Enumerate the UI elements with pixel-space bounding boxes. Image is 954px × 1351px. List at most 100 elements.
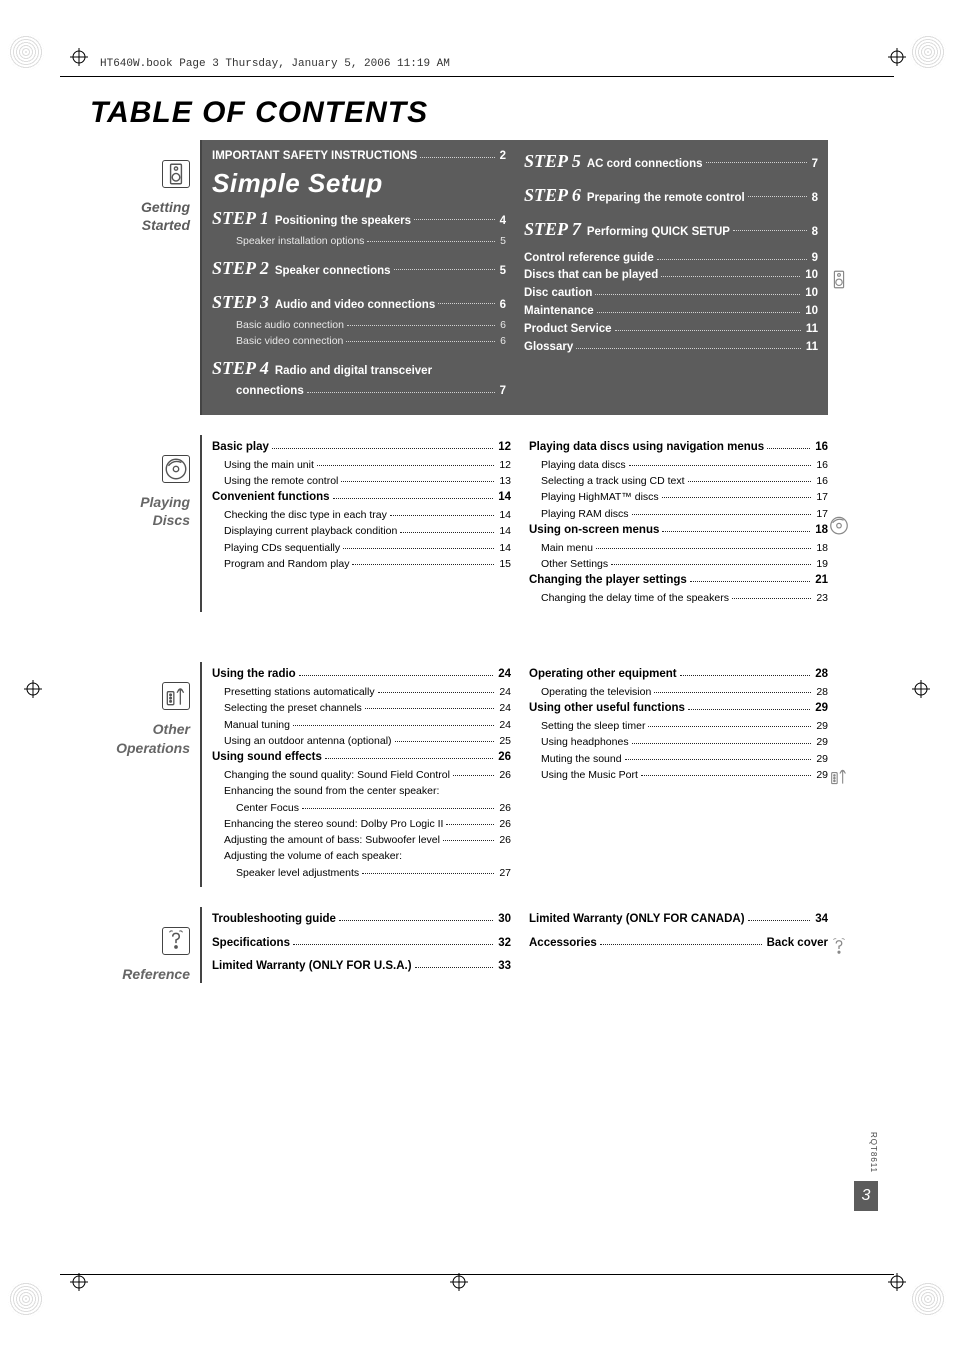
toc-entry: Using the main unit12 — [212, 457, 511, 473]
toc-label: Preparing the remote control — [587, 190, 745, 208]
toc-label: Adjusting the volume of each speaker: — [224, 848, 402, 864]
toc-label: Glossary — [524, 339, 573, 357]
toc-page: 17 — [814, 489, 828, 505]
toc-entry: Operating the television28 — [529, 684, 828, 700]
toc-page: 7 — [498, 383, 506, 401]
toc-label: Positioning the speakers — [275, 213, 411, 231]
toc-label: Specifications — [212, 935, 290, 953]
toc-label: Troubleshooting guide — [212, 911, 336, 929]
toc-entry: STEP 5AC cord connections7 — [524, 148, 818, 176]
toc-leader-dots — [446, 824, 494, 825]
toc-entry: Using the Music Port29 — [529, 767, 828, 783]
toc-entry: Maintenance10 — [524, 303, 818, 321]
toc-leader-dots — [302, 808, 494, 809]
step-label: STEP 2 — [212, 255, 269, 283]
toc-page: 25 — [497, 733, 511, 749]
registration-mark-icon — [70, 48, 88, 66]
toc-entry: Selecting a track using CD text16 — [529, 473, 828, 489]
toc-label: Playing data discs — [541, 457, 626, 473]
section-body: Basic play12Using the main unit12Using t… — [202, 435, 828, 612]
toc-label: Using the remote control — [224, 473, 338, 489]
registration-mark-icon — [450, 1273, 468, 1291]
toc-leader-dots — [325, 758, 493, 759]
toc-leader-dots — [339, 920, 493, 921]
toc-label: Audio and video connections — [275, 297, 435, 315]
toc-section-other-operations: OtherOperationsUsing the radio24Presetti… — [90, 662, 850, 887]
toc-label: Accessories — [529, 935, 597, 953]
section-sidebar: Reference — [90, 907, 200, 983]
toc-label: Operating other equipment — [529, 666, 677, 684]
disc-icon — [828, 435, 850, 612]
toc-leader-dots — [299, 675, 494, 676]
toc-entry: Muting the sound29 — [529, 751, 828, 767]
toc-entry: Presetting stations automatically24 — [212, 684, 511, 700]
toc-entry: Using the radio24 — [212, 666, 511, 684]
toc-entry: connections 7 — [212, 383, 506, 401]
toc-leader-dots — [648, 726, 811, 727]
toc-leader-dots — [272, 448, 493, 449]
toc-page: 26 — [496, 749, 511, 767]
manual-code: RQT8611 — [869, 1132, 878, 1173]
toc-label: Other Settings — [541, 556, 608, 572]
toc-page: 32 — [496, 935, 511, 953]
toc-entry: Selecting the preset channels24 — [212, 700, 511, 716]
section-body: Using the radio24Presetting stations aut… — [202, 662, 828, 887]
registration-mark-icon — [70, 1273, 88, 1291]
toc-leader-dots — [706, 162, 807, 163]
registration-mark-icon — [888, 1273, 906, 1291]
toc-leader-dots — [394, 269, 495, 270]
toc-label: Checking the disc type in each tray — [224, 507, 387, 523]
toc-label: Using on-screen menus — [529, 522, 659, 540]
toc-label: Using the main unit — [224, 457, 314, 473]
toc-page: 28 — [814, 684, 828, 700]
toc-entry: Troubleshooting guide 30 — [212, 911, 511, 929]
toc-label: Adjusting the amount of bass: Subwoofer … — [224, 832, 440, 848]
toc-page: 21 — [813, 572, 828, 590]
toc-label: connections — [236, 383, 304, 401]
toc-page: 30 — [496, 911, 511, 929]
toc-label: Muting the sound — [541, 751, 622, 767]
section-title-line: Started — [142, 217, 190, 233]
toc-page: 29 — [813, 700, 828, 718]
toc-entry: Limited Warranty (ONLY FOR U.S.A.)33 — [212, 958, 511, 976]
toc-page: 24 — [497, 717, 511, 733]
toc-label: Using an outdoor antenna (optional) — [224, 733, 392, 749]
toc-entry: Playing RAM discs17 — [529, 506, 828, 522]
toc-page: 7 — [810, 156, 818, 174]
section-title-line: Operations — [116, 740, 190, 756]
toc-entry: Speaker installation options5 — [212, 233, 506, 249]
toc-page: 2 — [498, 148, 506, 166]
toc-label: Playing CDs sequentially — [224, 540, 340, 556]
toc-label: Using headphones — [541, 734, 629, 750]
toc-label: Performing QUICK SETUP — [587, 224, 730, 242]
toc-label: Maintenance — [524, 303, 594, 321]
toc-page: 14 — [497, 523, 511, 539]
toc-label: Basic audio connection — [236, 317, 344, 333]
toc-page: 18 — [814, 540, 828, 556]
toc-entry: Limited Warranty (ONLY FOR CANADA)34 — [529, 911, 828, 929]
section-title-line: Playing — [140, 494, 190, 510]
toc-page: 14 — [497, 507, 511, 523]
toc-leader-dots — [748, 196, 807, 197]
toc-entry: STEP 2Speaker connections5 — [212, 255, 506, 283]
toc-leader-dots — [688, 481, 812, 482]
toc-page: 8 — [810, 224, 818, 242]
toc-page: 26 — [497, 832, 511, 848]
toc-entry: Using sound effects26 — [212, 749, 511, 767]
section-title-line: Other — [153, 721, 190, 737]
toc-content: GettingStartedIMPORTANT SAFETY INSTRUCTI… — [90, 140, 850, 1003]
toc-page: 4 — [498, 213, 506, 231]
toc-page: 15 — [497, 556, 511, 572]
toc-label: Using the radio — [212, 666, 296, 684]
toc-page: 9 — [810, 250, 818, 268]
toc-leader-dots — [453, 775, 494, 776]
step-label: STEP 5 — [524, 148, 581, 176]
corner-texture-icon — [8, 1281, 44, 1317]
section-body: Troubleshooting guide 30 Specifications 32 L… — [202, 907, 828, 983]
toc-leader-dots — [400, 532, 494, 533]
registration-mark-icon — [888, 48, 906, 66]
page: HT640W.book Page 3 Thursday, January 5, … — [0, 0, 954, 1351]
toc-label: Disc caution — [524, 285, 592, 303]
toc-entry: STEP 6Preparing the remote control8 — [524, 182, 818, 210]
toc-leader-dots — [293, 725, 494, 726]
